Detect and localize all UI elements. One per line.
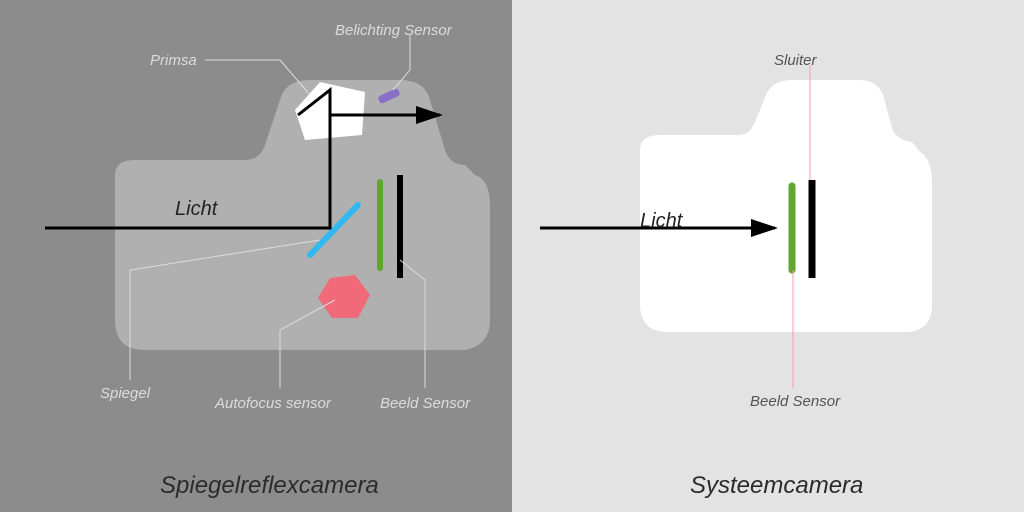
left-label-licht: Licht	[175, 198, 217, 221]
mirrorless-body	[640, 80, 932, 332]
right-label-beeld: Beeld Sensor	[750, 393, 840, 410]
right-title: Systeemcamera	[690, 472, 863, 500]
right-label-sluiter: Sluiter	[774, 52, 817, 69]
left-label-beeld: Beeld Sensor	[380, 395, 470, 412]
left-title: Spiegelreflexcamera	[160, 472, 379, 500]
left-label-autofocus: Autofocus sensor	[215, 395, 331, 412]
diagram-svg	[0, 0, 1024, 512]
left-label-belichting: Belichting Sensor	[335, 22, 452, 39]
right-label-licht: Licht	[640, 210, 682, 233]
left-label-prisma: Primsa	[150, 52, 197, 69]
left-label-spiegel: Spiegel	[100, 385, 150, 402]
